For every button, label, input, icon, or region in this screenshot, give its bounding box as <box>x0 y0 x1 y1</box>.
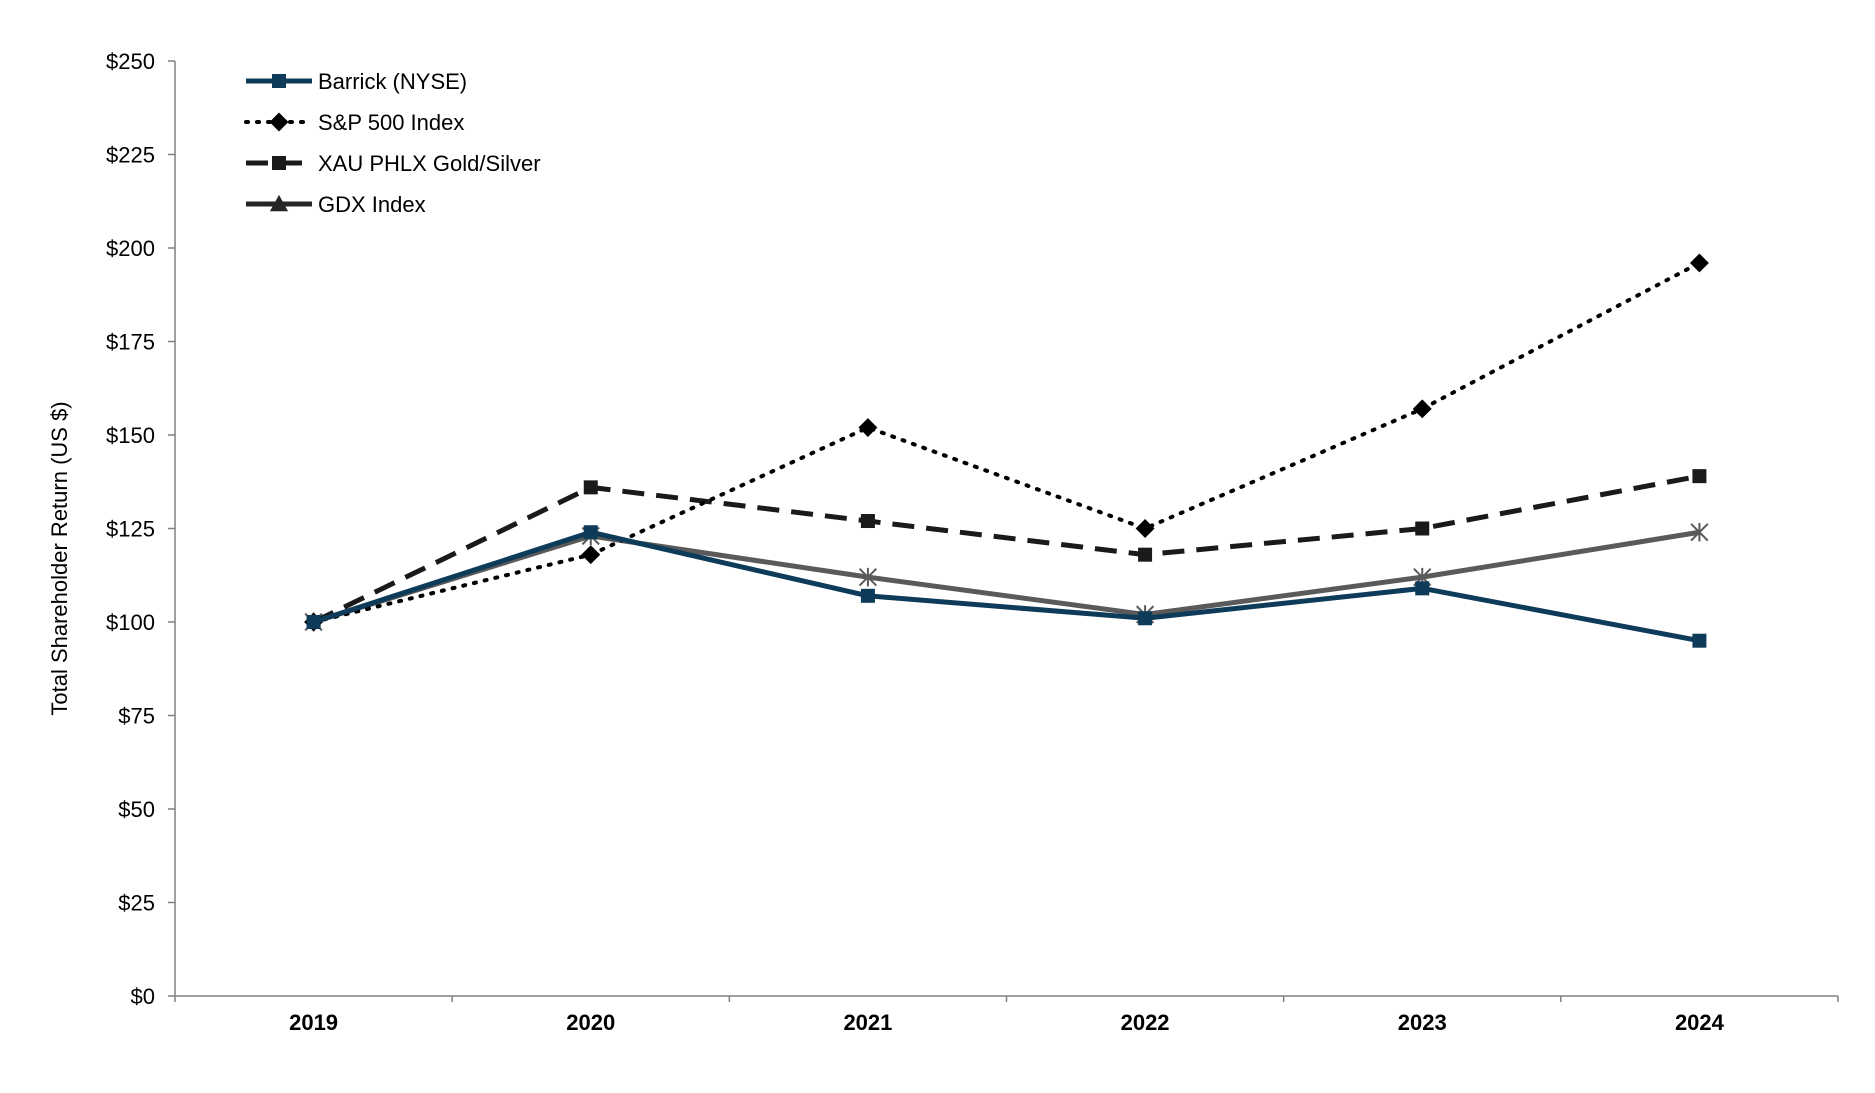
y-tick-label: $200 <box>106 236 155 261</box>
x-tick-label: 2019 <box>289 1010 338 1035</box>
y-tick-label: $50 <box>118 797 155 822</box>
data-point <box>583 480 598 495</box>
legend-item: S&P 500 Index <box>244 110 464 135</box>
y-axis-title: Total Shareholder Return (US $) <box>47 401 72 715</box>
data-point <box>858 418 878 437</box>
series-s-p-500-index <box>304 253 1709 632</box>
legend-label: S&P 500 Index <box>318 110 464 135</box>
legend-marker <box>272 156 286 170</box>
data-point <box>1692 469 1707 484</box>
data-point <box>1412 399 1432 419</box>
data-point <box>860 514 875 529</box>
series-barrick-nyse- <box>306 525 1707 648</box>
legend-marker <box>269 112 289 132</box>
x-tick-label: 2020 <box>566 1010 615 1035</box>
data-point <box>1138 611 1153 626</box>
data-point <box>1135 519 1155 538</box>
legend-label: XAU PHLX Gold/Silver <box>318 151 541 176</box>
y-tick-label: $100 <box>106 610 155 635</box>
y-tick-label: $225 <box>106 143 155 168</box>
data-point <box>306 615 321 629</box>
y-tick-label: $25 <box>118 891 155 916</box>
legend-label: Barrick (NYSE) <box>318 69 467 94</box>
data-point <box>1690 523 1709 542</box>
data-point <box>583 525 598 540</box>
legend-label: GDX Index <box>318 192 426 217</box>
legend-item: Barrick (NYSE) <box>246 69 467 94</box>
data-point <box>1692 633 1707 648</box>
data-point <box>860 588 875 603</box>
y-tick-label: $175 <box>106 330 155 355</box>
series-line <box>312 529 1700 625</box>
data-point <box>858 567 878 587</box>
y-tick-label: $75 <box>118 704 155 729</box>
y-tick-label: $125 <box>106 517 155 542</box>
legend-marker <box>272 74 286 88</box>
legend-item: GDX Index <box>246 192 426 217</box>
data-point <box>581 545 601 565</box>
series-line <box>312 473 1700 625</box>
data-point <box>1415 521 1430 536</box>
x-tick-label: 2022 <box>1121 1010 1170 1035</box>
series-line <box>311 260 1702 624</box>
legend-item: XAU PHLX Gold/Silver <box>246 151 541 176</box>
x-tick-label: 2021 <box>843 1010 892 1035</box>
y-tick-label: $150 <box>106 423 155 448</box>
legend-marker <box>269 194 289 212</box>
y-tick-label: $250 <box>106 49 155 74</box>
series-line <box>312 529 1700 644</box>
data-point <box>1138 547 1153 562</box>
y-tick-label: $0 <box>131 984 155 1009</box>
data-point <box>1415 581 1430 596</box>
x-tick-label: 2024 <box>1675 1010 1725 1035</box>
x-tick-label: 2023 <box>1398 1010 1447 1035</box>
data-point <box>1689 253 1709 273</box>
